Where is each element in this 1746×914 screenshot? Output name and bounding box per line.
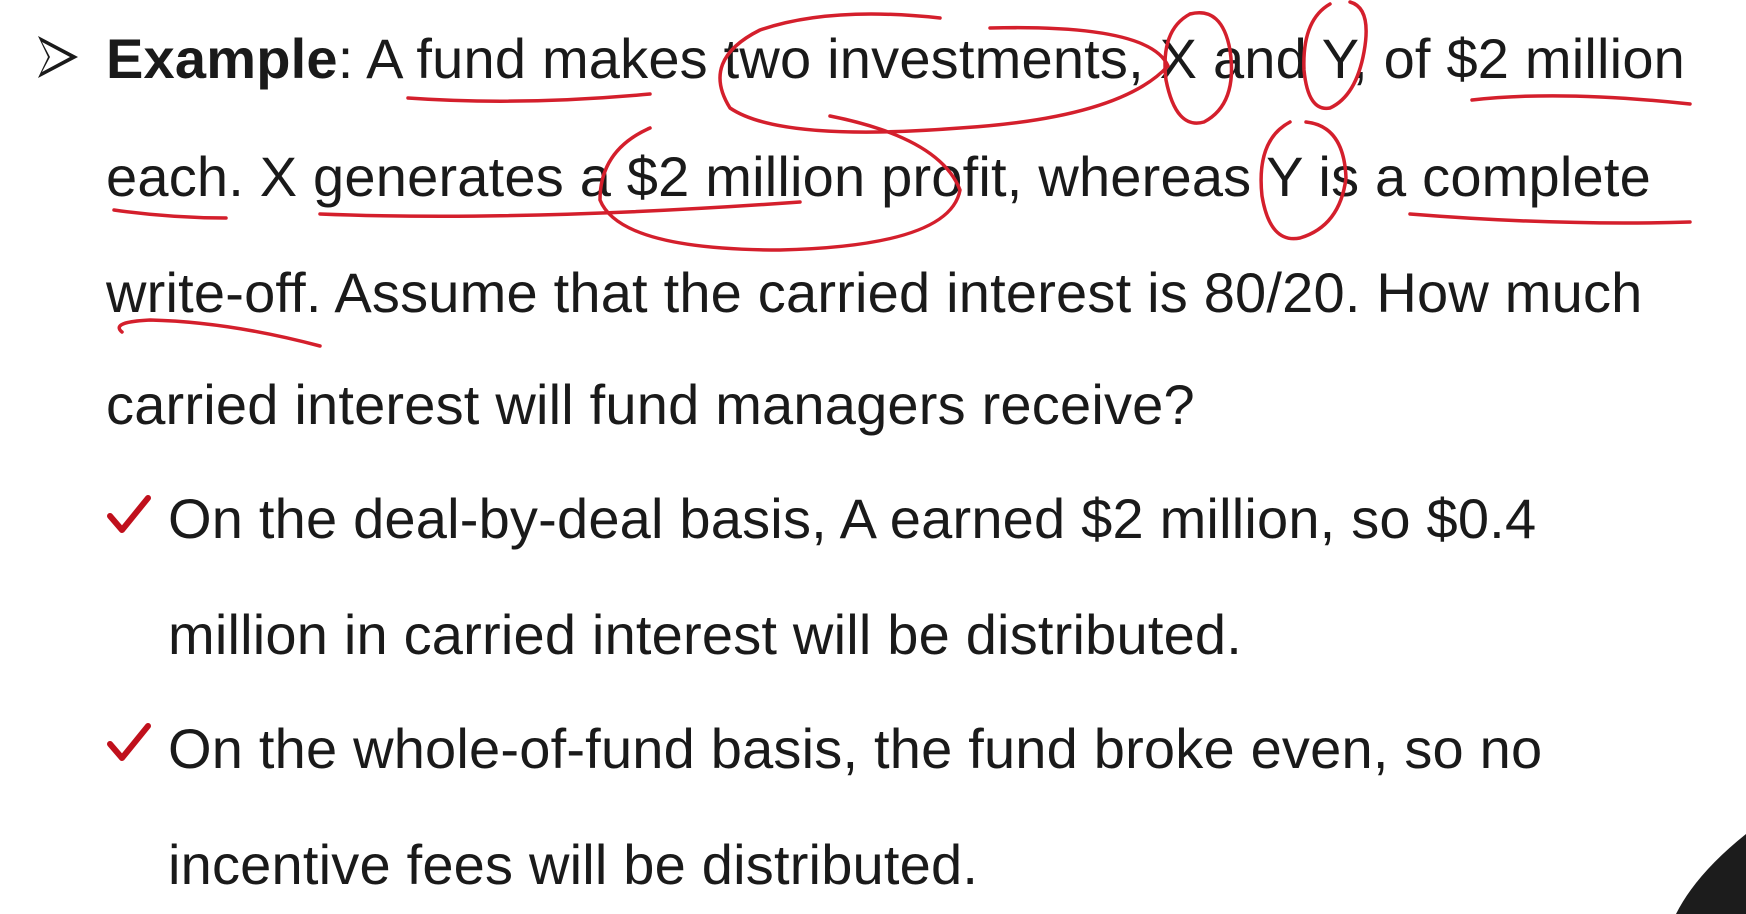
underline-2-million-top	[1470, 94, 1692, 106]
underline-each	[112, 208, 228, 220]
example-line-4: carried interest will fund managers rece…	[106, 373, 1195, 436]
arrowhead-bullet-icon	[38, 36, 78, 78]
underline-fund-makes	[406, 92, 652, 103]
example-line-3: write-off. Assume that the carried inter…	[106, 261, 1643, 324]
bullet-1-line-2: million in carried interest will be dist…	[168, 603, 1243, 666]
example-line-1: Example: A fund makes two investments, X…	[106, 26, 1685, 92]
presenter-silhouette	[1676, 834, 1746, 914]
checkmark-icon	[107, 495, 151, 533]
bullet-2-line-2: incentive fees will be distributed.	[168, 833, 979, 896]
example-label: Example	[106, 27, 338, 90]
bullet-2-line-1: On the whole-of-fund basis, the fund bro…	[168, 717, 1543, 780]
example-text-1: : A fund makes two investments, X and Y,…	[337, 27, 1686, 90]
bullet-1-line-1: On the deal-by-deal basis, A earned $2 m…	[168, 487, 1537, 550]
underline-a-complete	[1408, 212, 1692, 225]
checkmark-icon	[107, 723, 151, 761]
example-line-2: each. X generates a $2 million profit, w…	[106, 145, 1651, 208]
